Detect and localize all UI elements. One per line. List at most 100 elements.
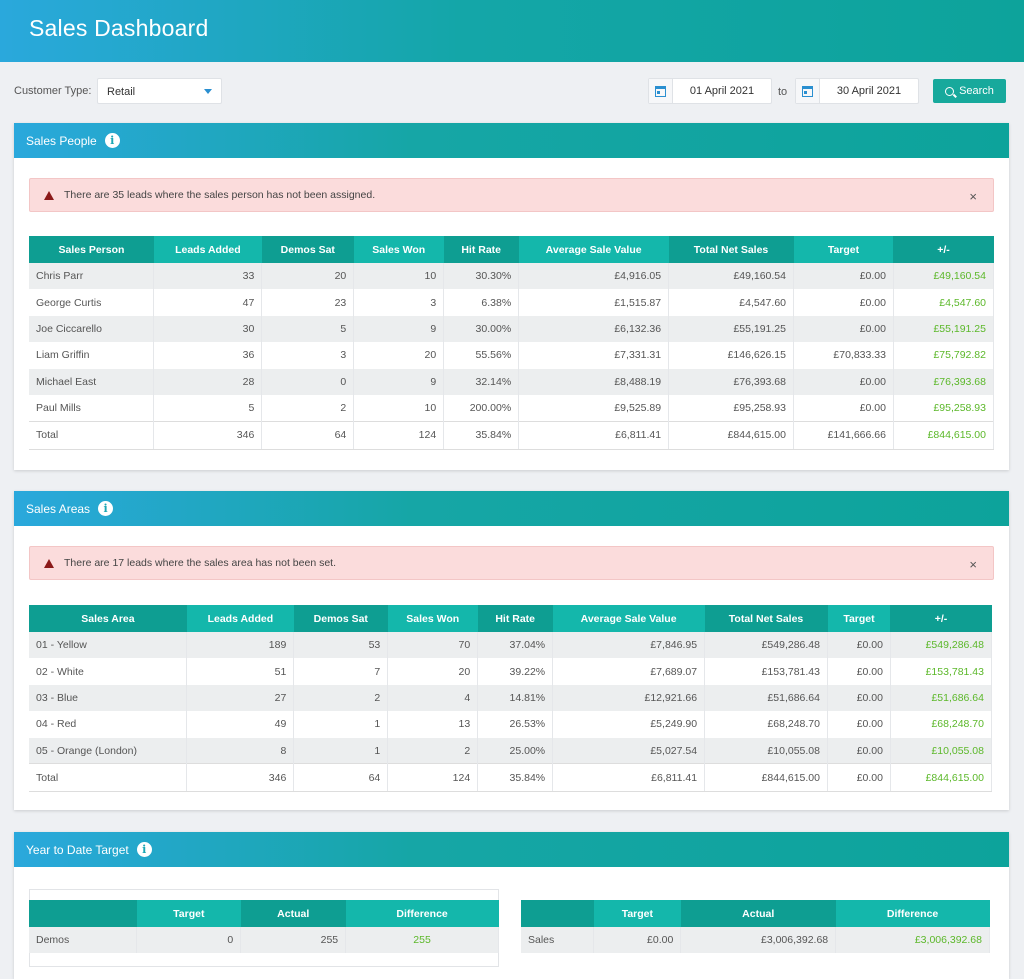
column-header[interactable]: +/-: [893, 236, 994, 263]
table-row: 04 - Red 49 1 13 26.53% £5,249.90 £68,248.70 £0…: [29, 711, 993, 738]
table-cell: 64: [293, 763, 389, 793]
table-cell: £12,921.66: [552, 684, 706, 712]
table-cell: Joe Ciccarello: [29, 315, 155, 343]
sales-people-header: Sales People i: [14, 123, 1009, 158]
table-cell: £549,286.48: [890, 632, 993, 659]
column-header[interactable]: Target: [827, 605, 891, 632]
table-row: Joe Ciccarello 30 5 9 30.00% £6,132.36 £55,191…: [29, 315, 995, 343]
table-cell: 39.22%: [477, 658, 554, 685]
unset-area-alert: There are 17 leads where the sales area …: [29, 546, 994, 580]
table-cell: 5: [153, 394, 263, 422]
table-row: 03 - Blue 27 2 4 14.81% £12,921.66 £51,686.64 £…: [29, 684, 993, 712]
table-cell: 37.04%: [477, 632, 554, 659]
column-header[interactable]: Average Sale Value: [518, 236, 669, 263]
table-cell: £0.00: [793, 394, 894, 422]
table-cell: £10,055.08: [890, 737, 993, 764]
table-cell: 255: [345, 927, 499, 954]
table-cell: 13: [387, 711, 479, 738]
to-label: to: [778, 86, 788, 98]
column-header[interactable]: Leads Added: [153, 236, 262, 263]
table-cell: £6,811.41: [518, 420, 670, 450]
close-icon[interactable]: ×: [969, 189, 977, 204]
column-header[interactable]: Total Net Sales: [704, 605, 828, 632]
table-cell: £0.00: [793, 368, 894, 395]
info-icon[interactable]: i: [104, 133, 120, 148]
info-icon[interactable]: i: [136, 842, 152, 857]
table-cell: £49,160.54: [668, 263, 794, 290]
table-cell: 35.84%: [443, 420, 520, 450]
table-cell: 4: [387, 684, 479, 712]
table-cell: 0: [261, 368, 355, 395]
table-cell: 01 - Yellow: [29, 632, 188, 659]
table-cell: £153,781.43: [704, 658, 828, 685]
table-cell: £8,488.19: [518, 368, 670, 395]
table-cell: £0.00: [593, 927, 682, 954]
table-cell: 27: [186, 684, 295, 712]
table-cell: £0.00: [827, 763, 891, 793]
app-header: Sales Dashboard: [0, 0, 1024, 62]
table-cell: £844,615.00: [668, 420, 794, 450]
table-cell: 189: [186, 632, 295, 659]
table-cell: 346: [186, 763, 295, 793]
column-header[interactable]: Demos Sat: [261, 236, 354, 263]
table-cell: £0.00: [827, 658, 891, 685]
table-cell: £7,331.31: [518, 342, 670, 369]
table-cell: Sales: [521, 927, 595, 954]
table-cell: £55,191.25: [893, 315, 995, 343]
sales-areas-title: Sales Areas: [26, 501, 91, 516]
table-cell: 70: [387, 632, 479, 659]
table-cell: £4,547.60: [668, 289, 794, 316]
column-header[interactable]: Demos Sat: [293, 605, 388, 632]
table-cell: 26.53%: [477, 711, 554, 738]
table-cell: £51,686.64: [890, 684, 993, 712]
table-row: George Curtis 47 23 3 6.38% £1,515.87 £4,547.6…: [29, 289, 995, 316]
table-cell: 346: [153, 420, 263, 450]
table-cell: £0.00: [827, 711, 891, 738]
table-cell: 1: [293, 711, 389, 738]
close-icon[interactable]: ×: [969, 557, 977, 572]
date-from-value[interactable]: 01 April 2021: [689, 85, 755, 97]
column-header[interactable]: +/-: [890, 605, 992, 632]
table-cell: 28: [153, 368, 263, 395]
table-cell: 8: [186, 737, 295, 764]
column-header[interactable]: Hit Rate: [477, 605, 553, 632]
customer-type-label: Customer Type:: [14, 85, 92, 97]
date-to-value[interactable]: 30 April 2021: [836, 85, 902, 97]
column-header[interactable]: Leads Added: [186, 605, 294, 632]
table-cell: 20: [387, 658, 479, 685]
column-header[interactable]: Total Net Sales: [668, 236, 794, 263]
table-cell: 20: [353, 342, 445, 369]
table-cell: £75,792.82: [893, 342, 995, 369]
sales-people-table: Sales Person Leads Added Demos Sat Sales Wo…: [29, 236, 995, 450]
calendar-icon[interactable]: [796, 79, 820, 103]
calendar-icon[interactable]: [649, 79, 673, 103]
column-header[interactable]: Sales Area: [29, 605, 187, 632]
table-cell: 124: [387, 763, 479, 793]
table-row: 05 - Orange (London) 8 1 2 25.00% £5,027.54 £1…: [29, 737, 993, 764]
table-cell: 9: [353, 368, 445, 395]
customer-type-select[interactable]: Retail: [97, 78, 222, 104]
table-cell: £95,258.93: [893, 394, 995, 422]
date-to-field[interactable]: 30 April 2021: [795, 78, 919, 104]
table-cell: £9,525.89: [518, 394, 670, 422]
column-header[interactable]: Sales Person: [29, 236, 154, 263]
table-cell: 25.00%: [477, 737, 554, 764]
table-cell: 30.00%: [443, 315, 520, 343]
search-button[interactable]: Search: [933, 79, 1006, 103]
table-cell: £68,248.70: [890, 711, 993, 738]
table-row: 02 - White 51 7 20 39.22% £7,689.07 £153,781.4…: [29, 658, 993, 685]
date-from-field[interactable]: 01 April 2021: [648, 78, 772, 104]
table-cell: 14.81%: [477, 684, 554, 712]
column-header[interactable]: Average Sale Value: [552, 605, 705, 632]
table-cell: £549,286.48: [704, 632, 828, 659]
column-header[interactable]: Sales Won: [353, 236, 444, 263]
column-header: Actual: [240, 900, 346, 927]
table-cell: 200.00%: [443, 394, 520, 422]
info-icon[interactable]: i: [98, 501, 114, 516]
table-cell: 3: [353, 289, 445, 316]
column-header[interactable]: Hit Rate: [443, 236, 519, 263]
column-header[interactable]: Sales Won: [387, 605, 478, 632]
column-header[interactable]: Target: [793, 236, 894, 263]
table-cell: £3,006,392.68: [835, 927, 990, 954]
table-cell: 2: [293, 684, 389, 712]
